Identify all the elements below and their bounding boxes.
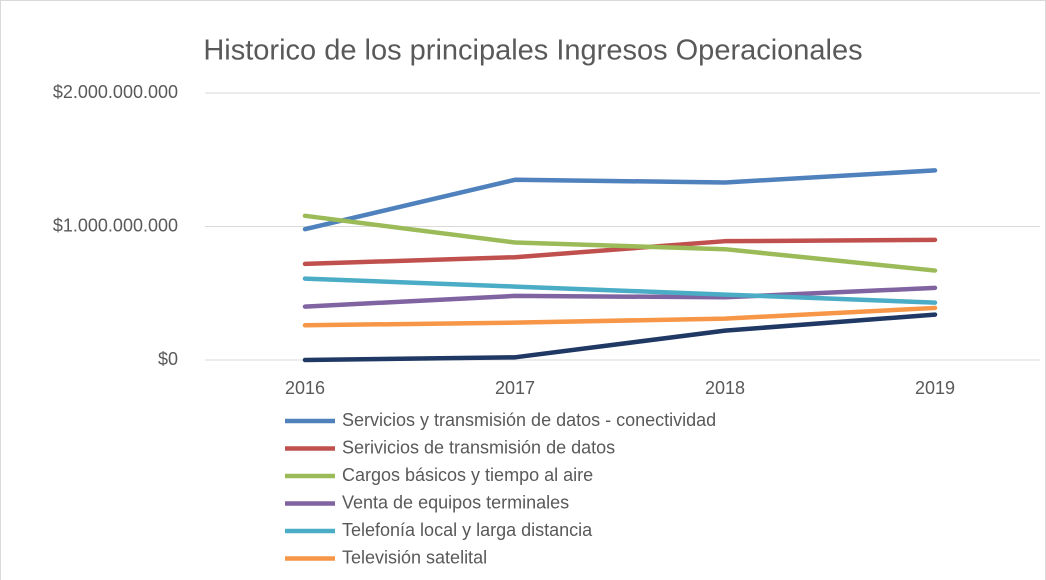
series-line <box>302 168 938 232</box>
series-line <box>302 237 938 267</box>
x-tick-label: 2019 <box>915 378 955 398</box>
series-line <box>302 312 938 363</box>
y-tick-label: $2.000.000.000 <box>53 82 178 102</box>
legend-label: Venta de equipos terminales <box>342 492 569 512</box>
legend-label: Servicios y transmisión de datos - conec… <box>342 410 716 430</box>
legend-label: Televisión satelital <box>342 547 487 567</box>
series-line <box>302 305 938 328</box>
legend-label: Serivicios de transmisión de datos <box>342 437 615 457</box>
chart-title: Historico de los principales Ingresos Op… <box>203 35 862 67</box>
y-tick-label: $1.000.000.000 <box>53 215 178 235</box>
series-line <box>302 285 938 309</box>
x-tick-label: 2018 <box>705 378 745 398</box>
legend-label: Telefonía local y larga distancia <box>342 520 593 540</box>
x-tick-label: 2017 <box>495 378 535 398</box>
x-tick-label: 2016 <box>285 378 325 398</box>
series-line <box>302 276 938 305</box>
y-tick-label: $0 <box>158 349 178 369</box>
series-line <box>302 213 938 273</box>
legend-label: Cargos básicos y tiempo al aire <box>342 465 593 485</box>
